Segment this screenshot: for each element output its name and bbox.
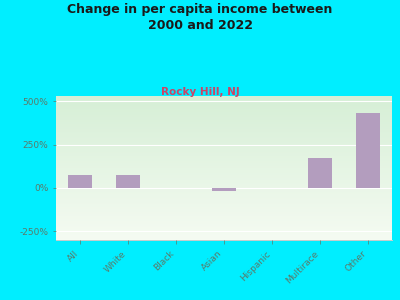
Bar xyxy=(356,113,380,188)
Text: Rocky Hill, NJ: Rocky Hill, NJ xyxy=(161,87,239,97)
Text: Change in per capita income between
2000 and 2022: Change in per capita income between 2000… xyxy=(67,3,333,32)
Bar xyxy=(212,188,236,191)
Bar xyxy=(308,158,332,188)
Bar xyxy=(116,175,140,188)
Bar xyxy=(68,175,92,188)
